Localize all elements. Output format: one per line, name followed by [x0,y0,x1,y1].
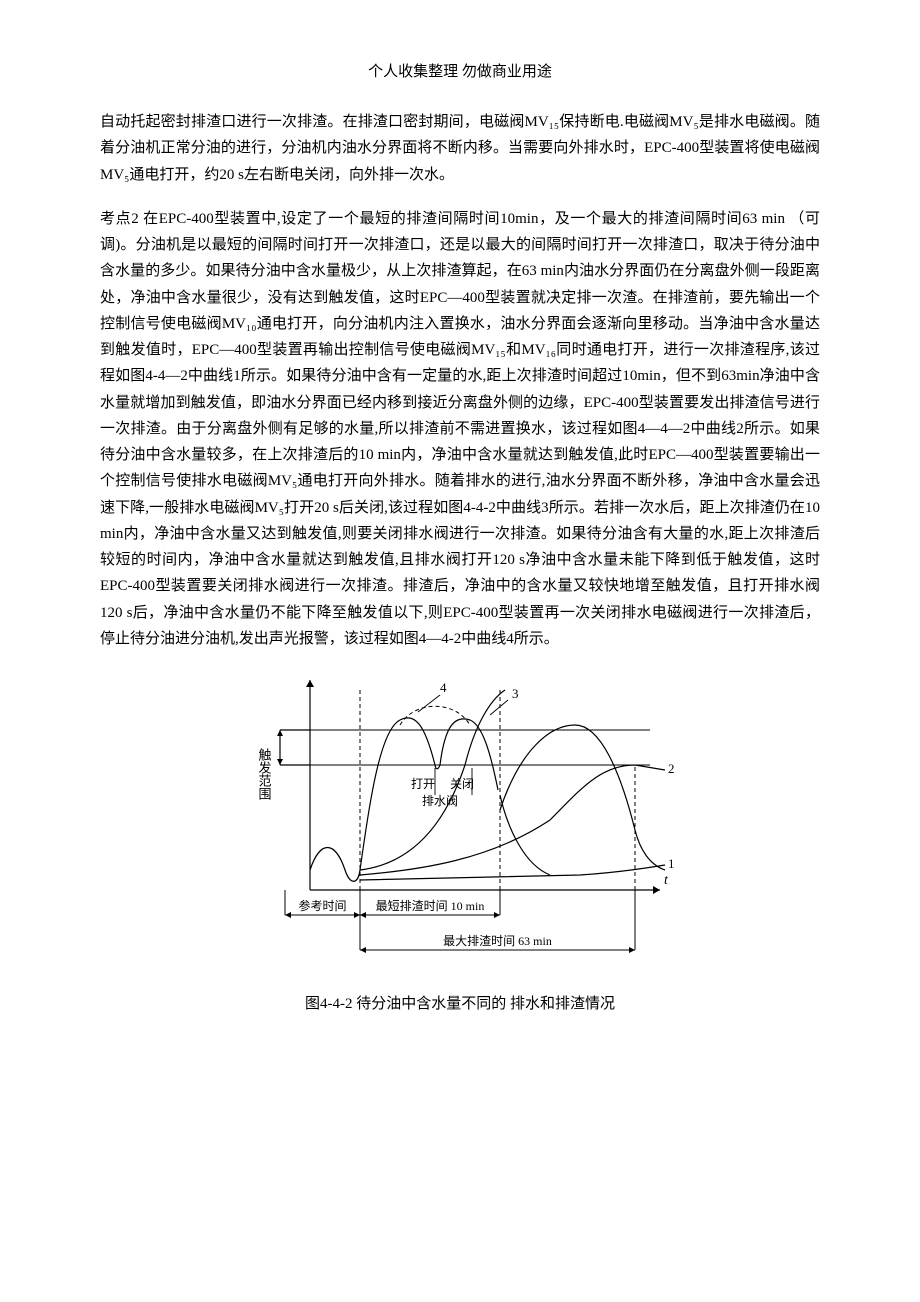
svg-text:最短排渣时间 10 min: 最短排渣时间 10 min [376,899,485,913]
svg-text:最大排渣时间 63 min: 最大排渣时间 63 min [443,934,552,948]
svg-text:参考时间: 参考时间 [298,898,346,913]
figure-caption: 图4-4-2 待分油中含水量不同的 排水和排渣情况 [305,992,615,1013]
svg-text:2: 2 [668,761,675,776]
svg-text:排水阀: 排水阀 [422,794,458,808]
svg-text:触发范围: 触发范围 [257,748,272,800]
figure-svg: 触发范围 t 1 2 3 4 打开 关闭排水阀参考时间 最短排渣时间 10 min 最大排渣时间 … [240,670,680,980]
svg-text:关闭: 关闭 [450,777,474,791]
svg-text:t: t [664,873,669,888]
svg-text:打开: 打开 [411,777,435,791]
svg-text:3: 3 [512,686,519,701]
figure-4-4-2: 触发范围 t 1 2 3 4 打开 关闭排水阀参考时间 最短排渣时间 10 min 最大排渣时间 … [100,670,820,1013]
paragraph-1: 自动托起密封排渣口进行一次排渣。在排渣口密封期间，电磁阀MV₁₅保持断电.电磁阀… [100,109,820,188]
paragraph-2-body: 在EPC-400型装置中,设定了一个最短的排渣间隔时间10min，及一个最大的排… [100,211,820,647]
page-header: 个人收集整理 勿做商业用途 [100,60,820,81]
svg-text:4: 4 [440,680,447,695]
paragraph-2: 考点2 在EPC-400型装置中,设定了一个最短的排渣间隔时间10min，及一个… [100,206,820,652]
svg-text:1: 1 [668,856,675,871]
section-prefix: 考点2 [100,211,139,227]
